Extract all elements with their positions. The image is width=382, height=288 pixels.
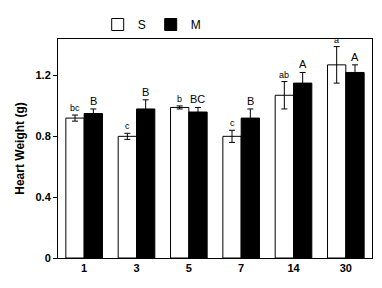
svg-text:30: 30: [340, 262, 352, 274]
svg-text:S: S: [138, 18, 146, 32]
svg-text:B: B: [247, 95, 254, 107]
svg-text:0: 0: [45, 252, 51, 264]
svg-text:b: b: [177, 94, 182, 104]
svg-text:1: 1: [81, 262, 87, 274]
svg-text:BC: BC: [190, 93, 205, 105]
svg-text:A: A: [351, 51, 359, 63]
svg-text:7: 7: [238, 262, 244, 274]
svg-text:c: c: [230, 118, 235, 128]
svg-text:3: 3: [133, 262, 139, 274]
svg-text:5: 5: [186, 262, 192, 274]
svg-text:a: a: [334, 35, 339, 45]
svg-text:B: B: [90, 95, 97, 107]
svg-text:1.2: 1.2: [36, 69, 51, 81]
svg-text:14: 14: [287, 262, 300, 274]
svg-text:M: M: [191, 18, 201, 32]
svg-text:bc: bc: [70, 103, 80, 113]
svg-text:Heart Weight (g): Heart Weight (g): [13, 102, 27, 194]
svg-text:A: A: [299, 58, 307, 70]
svg-text:c: c: [125, 121, 130, 131]
svg-text:0.8: 0.8: [36, 130, 51, 142]
svg-text:0.4: 0.4: [36, 191, 52, 203]
svg-text:B: B: [142, 86, 149, 98]
svg-text:ab: ab: [279, 70, 289, 80]
